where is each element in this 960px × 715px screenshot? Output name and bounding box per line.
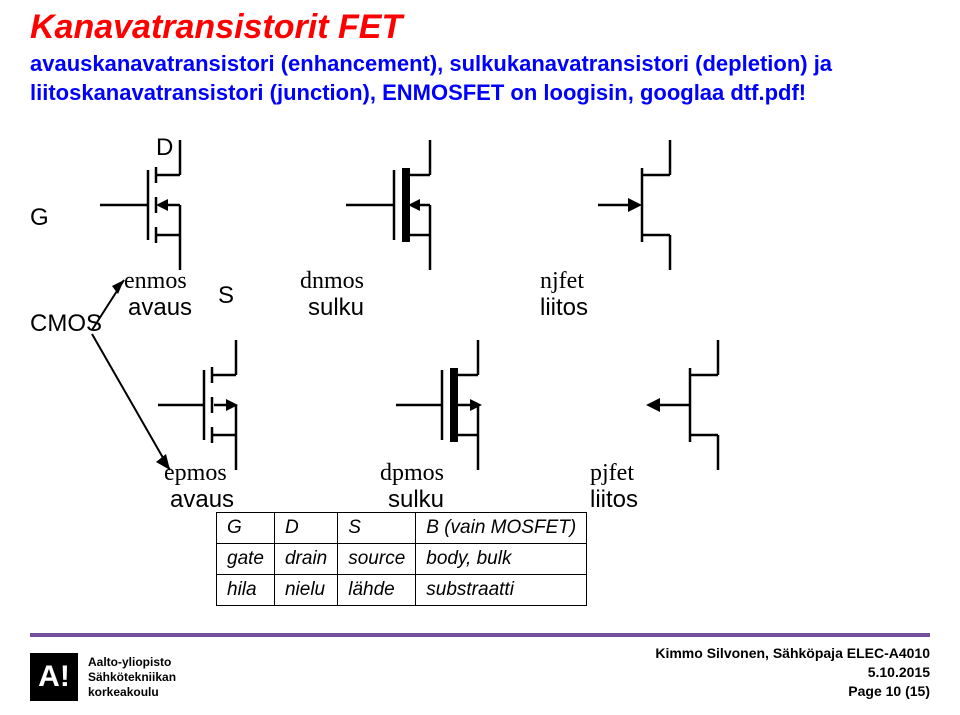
- table-row: gate drain source body, bulk: [217, 544, 587, 575]
- cell-nielu: nielu: [274, 575, 337, 606]
- table-row: G D S B (vain MOSFET): [217, 513, 587, 544]
- footer-divider: [30, 633, 930, 637]
- ntype-row: [30, 120, 930, 320]
- cell-B: B (vain MOSFET): [416, 513, 587, 544]
- footer-date: 5.10.2015: [655, 663, 930, 682]
- logo-mark: A!: [30, 653, 78, 701]
- footer-right: Kimmo Silvonen, Sähköpaja ELEC-A4010 5.1…: [655, 644, 930, 701]
- terminology-table: G D S B (vain MOSFET) gate drain source …: [216, 512, 587, 606]
- cell-G: G: [217, 513, 275, 544]
- cell-source: source: [338, 544, 416, 575]
- logo-line1: Aalto-yliopisto: [88, 655, 176, 670]
- cell-D: D: [274, 513, 337, 544]
- footer-author: Kimmo Silvonen, Sähköpaja ELEC-A4010: [655, 644, 930, 663]
- cell-lahde: lähde: [338, 575, 416, 606]
- page-title: Kanavatransistorit FET: [30, 8, 402, 47]
- aalto-logo: A! Aalto-yliopisto Sähkötekniikan korkea…: [30, 653, 176, 701]
- ptype-row: [30, 320, 930, 520]
- cell-gate: gate: [217, 544, 275, 575]
- transistor-diagram: G D S enmos avaus dnmos sulku njfet liit…: [30, 120, 930, 620]
- logo-line2: Sähkötekniikan: [88, 670, 176, 685]
- table-row: hila nielu lähde substraatti: [217, 575, 587, 606]
- cell-drain: drain: [274, 544, 337, 575]
- logo-line3: korkeakoulu: [88, 685, 176, 700]
- subtitle: avauskanavatransistori (enhancement), su…: [30, 50, 920, 107]
- cell-substraatti: substraatti: [416, 575, 587, 606]
- cell-hila: hila: [217, 575, 275, 606]
- cell-body: body, bulk: [416, 544, 587, 575]
- cell-S: S: [338, 513, 416, 544]
- logo-text: Aalto-yliopisto Sähkötekniikan korkeakou…: [88, 655, 176, 700]
- footer-page: Page 10 (15): [655, 682, 930, 701]
